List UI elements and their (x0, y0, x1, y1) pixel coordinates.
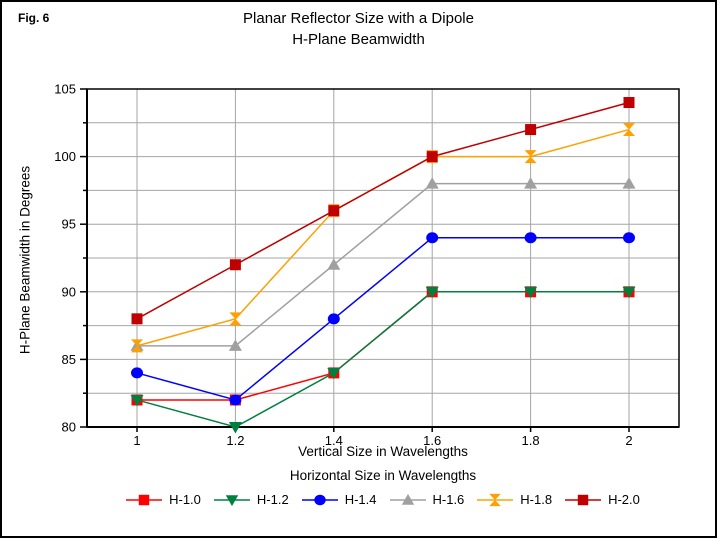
legend-label: H-2.0 (608, 492, 640, 507)
legend: H-1.0 H-1.2 H-1.4 H-1.6 H-1.8 H-2.0 (87, 492, 679, 507)
marker-H-1.2 (327, 367, 341, 380)
legend-label: H-1.0 (169, 492, 201, 507)
marker-H-1.4 (131, 367, 143, 379)
marker-H-1.6 (425, 177, 439, 189)
legend-glyph-H-1.6 (401, 493, 414, 505)
legend-label: H-1.2 (256, 492, 289, 507)
marker-H-2.0 (131, 313, 143, 325)
legend-glyph-H-1.4 (314, 494, 326, 505)
series-line-H-1.6 (137, 182, 629, 347)
y-tick-label: 80 (62, 420, 76, 435)
legend-item-H-1.8: H-1.8 (477, 492, 552, 507)
x-tick-label: 1.4 (325, 433, 343, 448)
legend-marker-H-1.4 (301, 494, 338, 505)
legend-glyph-H-1.2 (225, 494, 239, 506)
marker-H-1.4 (524, 232, 537, 244)
chart-title: Planar Reflector Size with a Dipole H-Pl… (2, 8, 715, 50)
legend-item-H-1.6: H-1.6 (389, 492, 465, 507)
legend-glyph-H-1.0 (138, 494, 150, 505)
legend-glyph-H-1.8 (489, 493, 501, 506)
figure-label: Fig. 6 (18, 11, 50, 25)
legend-marker-H-2.0 (565, 494, 602, 505)
legend-label: H-1.6 (432, 492, 465, 507)
series-line-H-1.2 (136, 291, 629, 428)
legend-label: H-1.8 (520, 492, 553, 507)
marker-H-1.6 (327, 258, 341, 270)
marker-H-1.8 (524, 150, 537, 164)
marker-H-1.8 (623, 123, 635, 137)
legend-item-H-2.0: H-2.0 (565, 492, 640, 507)
marker-H-1.2 (524, 286, 538, 299)
legend-title: Horizontal Size in Wavelengths (289, 468, 477, 483)
marker-H-1.4 (229, 394, 242, 406)
legend-marker-H-1.8 (477, 493, 514, 506)
marker-H-1.8 (131, 339, 143, 353)
x-axis-label: Vertical Size in Wavelengths (298, 444, 468, 459)
y-tick-label: 100 (54, 149, 76, 164)
legend-glyph-H-2.0 (577, 494, 589, 505)
marker-H-1.4 (623, 232, 635, 244)
legend-item-H-1.4: H-1.4 (301, 492, 377, 507)
marker-H-1.8 (229, 312, 242, 326)
x-tick-label: 1.6 (423, 433, 441, 448)
y-tick-label: 90 (62, 284, 76, 299)
legend-item-H-1.2: H-1.2 (213, 492, 289, 507)
marker-H-1.6 (524, 177, 538, 189)
series-line-H-1.4 (136, 236, 629, 401)
series-line-H-2.0 (136, 101, 630, 320)
marker-H-1.2 (228, 422, 242, 434)
x-tick-label: 1 (133, 433, 140, 448)
marker-H-1.2 (425, 286, 439, 299)
x-tick-label: 1.8 (522, 433, 540, 448)
x-tick-label: 2 (625, 433, 632, 448)
y-tick-label: 85 (62, 352, 76, 367)
marker-H-1.4 (327, 313, 340, 325)
marker-H-2.0 (525, 124, 537, 136)
y-tick-label: 95 (62, 217, 76, 232)
marker-H-1.4 (426, 232, 439, 244)
marker-H-1.6 (228, 339, 242, 351)
y-tick-label: 105 (54, 82, 76, 97)
chart-title-line1: Planar Reflector Size with a Dipole (243, 10, 474, 27)
x-tick-label: 1.2 (226, 433, 244, 448)
marker-H-1.2 (622, 286, 636, 299)
marker-H-1.6 (622, 177, 636, 189)
legend-marker-H-1.2 (213, 494, 250, 506)
marker-H-2.0 (229, 259, 241, 271)
chart-title-line2: H-Plane Beamwidth (292, 31, 425, 48)
legend-marker-H-1.6 (389, 493, 426, 505)
marker-H-2.0 (426, 151, 438, 163)
legend-marker-H-1.0 (126, 494, 163, 505)
marker-H-2.0 (623, 97, 635, 109)
marker-H-2.0 (328, 205, 340, 217)
legend-label: H-1.4 (344, 492, 377, 507)
legend-item-H-1.0: H-1.0 (126, 492, 201, 507)
marker-H-1.2 (130, 394, 144, 407)
